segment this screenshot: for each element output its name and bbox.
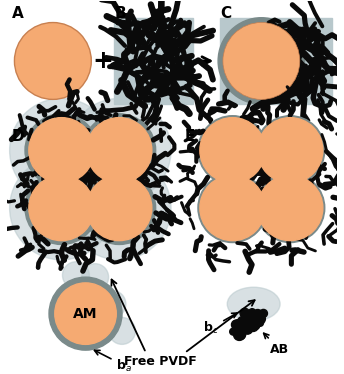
Text: b$_a$: b$_a$ — [95, 350, 132, 374]
Circle shape — [235, 329, 246, 340]
Circle shape — [249, 310, 258, 319]
Circle shape — [248, 309, 256, 316]
Circle shape — [63, 262, 89, 289]
Circle shape — [251, 321, 260, 329]
Circle shape — [230, 328, 237, 335]
Circle shape — [249, 315, 258, 324]
Circle shape — [237, 316, 248, 327]
Circle shape — [67, 98, 171, 202]
Circle shape — [244, 313, 254, 324]
Circle shape — [198, 116, 267, 185]
Circle shape — [223, 22, 300, 99]
Circle shape — [10, 98, 114, 202]
Bar — [220, 18, 332, 104]
Circle shape — [233, 320, 244, 331]
Circle shape — [258, 118, 323, 183]
Circle shape — [256, 174, 325, 242]
Circle shape — [86, 175, 152, 240]
Circle shape — [99, 291, 126, 318]
Circle shape — [10, 156, 114, 260]
Circle shape — [253, 310, 262, 319]
Text: B: B — [114, 6, 126, 21]
Circle shape — [14, 22, 91, 99]
Circle shape — [198, 174, 267, 242]
Circle shape — [25, 114, 98, 187]
Text: AB: AB — [264, 333, 289, 356]
Circle shape — [240, 308, 250, 318]
Circle shape — [245, 315, 254, 324]
Circle shape — [200, 118, 265, 183]
Circle shape — [25, 171, 98, 245]
Circle shape — [236, 327, 245, 335]
Circle shape — [258, 175, 323, 240]
Circle shape — [255, 314, 265, 324]
Circle shape — [29, 175, 94, 240]
Text: AM: AM — [73, 307, 98, 321]
Circle shape — [257, 319, 264, 327]
Bar — [114, 18, 193, 104]
Circle shape — [234, 329, 245, 340]
Text: D: D — [12, 129, 24, 144]
Circle shape — [49, 277, 122, 350]
Circle shape — [200, 175, 265, 240]
Circle shape — [29, 118, 94, 183]
Ellipse shape — [227, 287, 280, 321]
Circle shape — [238, 319, 247, 329]
Circle shape — [256, 116, 325, 185]
Circle shape — [109, 318, 136, 344]
Text: +: + — [93, 49, 113, 73]
Circle shape — [242, 324, 253, 334]
Circle shape — [259, 309, 267, 318]
Circle shape — [83, 171, 156, 245]
Circle shape — [86, 118, 152, 183]
Text: E: E — [184, 129, 195, 144]
Circle shape — [218, 18, 304, 104]
Circle shape — [232, 320, 240, 329]
Text: b$_c$: b$_c$ — [203, 313, 237, 336]
Circle shape — [83, 114, 156, 187]
Text: A: A — [12, 6, 23, 21]
Circle shape — [248, 321, 258, 331]
Text: Free PVDF: Free PVDF — [124, 355, 197, 368]
Circle shape — [67, 156, 171, 260]
Circle shape — [252, 315, 259, 322]
Text: C: C — [220, 6, 231, 21]
Circle shape — [55, 283, 116, 344]
Circle shape — [82, 264, 109, 291]
